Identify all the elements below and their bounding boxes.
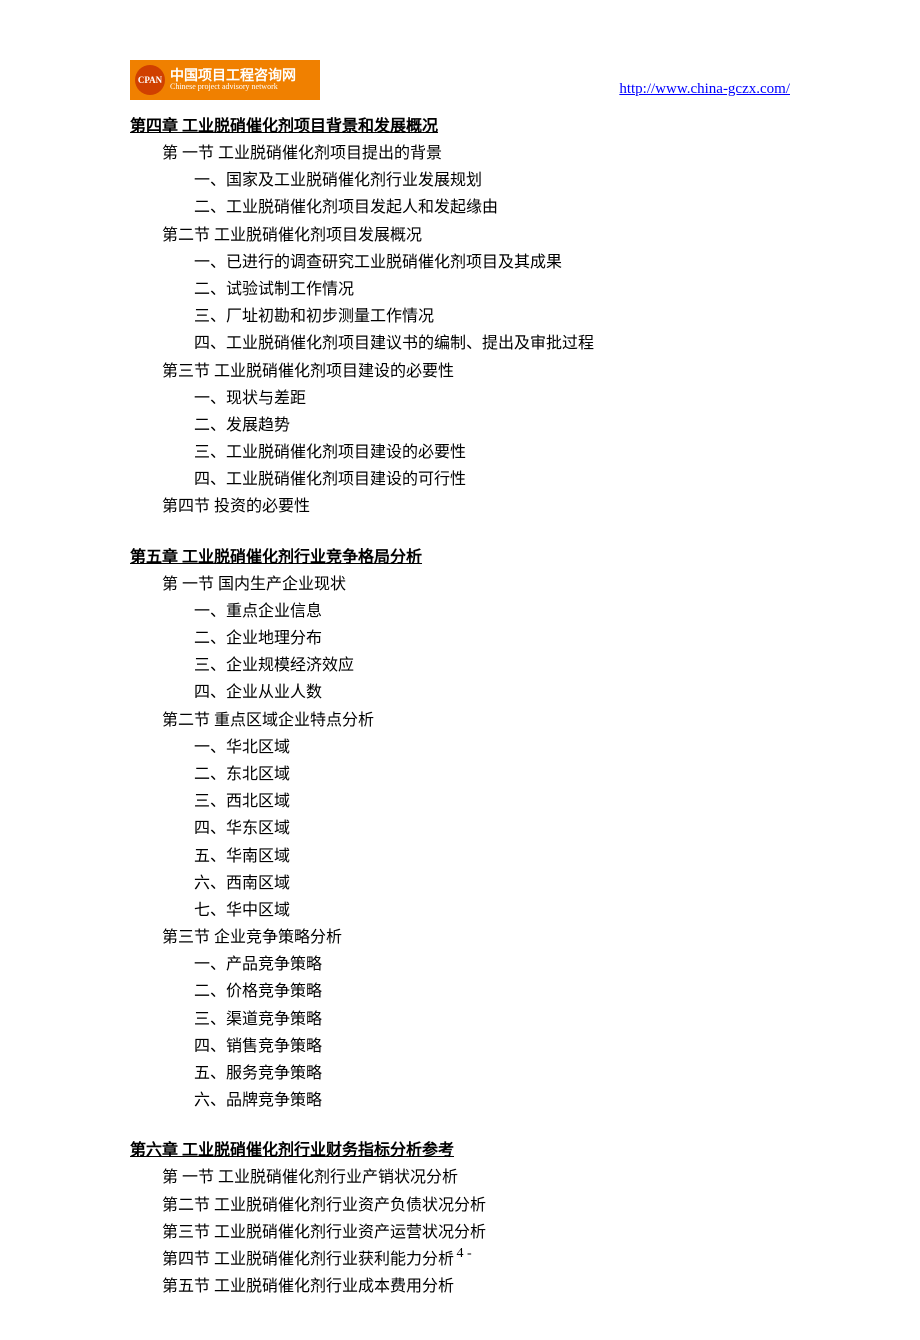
list-item: 二、工业脱硝催化剂项目发起人和发起缘由: [194, 194, 790, 221]
list-item: 六、西南区域: [194, 870, 790, 897]
section-title: 第五节 工业脱硝催化剂行业成本费用分析: [162, 1273, 790, 1300]
logo-text-chinese: 中国项目工程咨询网: [170, 68, 296, 83]
logo-badge-icon: CPAN: [135, 65, 165, 95]
logo-text-block: 中国项目工程咨询网 Chinese project advisory netwo…: [170, 68, 296, 92]
section-title: 第三节 工业脱硝催化剂行业资产运营状况分析: [162, 1219, 790, 1246]
list-item: 三、企业规模经济效应: [194, 652, 790, 679]
section-title: 第三节 企业竞争策略分析: [162, 924, 790, 951]
list-item: 二、企业地理分布: [194, 625, 790, 652]
chapter-title: 第六章 工业脱硝催化剂行业财务指标分析参考: [130, 1136, 790, 1160]
list-item: 一、已进行的调查研究工业脱硝催化剂项目及其成果: [194, 249, 790, 276]
logo-text-english: Chinese project advisory network: [170, 83, 296, 92]
list-item: 四、销售竞争策略: [194, 1033, 790, 1060]
list-item: 二、试验试制工作情况: [194, 276, 790, 303]
site-logo: CPAN 中国项目工程咨询网 Chinese project advisory …: [130, 60, 320, 100]
list-item: 六、品牌竞争策略: [194, 1087, 790, 1114]
page-header: CPAN 中国项目工程咨询网 Chinese project advisory …: [130, 60, 790, 100]
section-title: 第二节 重点区域企业特点分析: [162, 707, 790, 734]
section-title: 第四节 投资的必要性: [162, 493, 790, 520]
list-item: 二、发展趋势: [194, 412, 790, 439]
list-item: 四、工业脱硝催化剂项目建设的可行性: [194, 466, 790, 493]
section-title: 第 一节 工业脱硝催化剂项目提出的背景: [162, 140, 790, 167]
list-item: 一、重点企业信息: [194, 598, 790, 625]
list-item: 五、华南区域: [194, 843, 790, 870]
list-item: 一、产品竞争策略: [194, 951, 790, 978]
section-title: 第二节 工业脱硝催化剂项目发展概况: [162, 222, 790, 249]
list-item: 四、企业从业人数: [194, 679, 790, 706]
list-item: 二、价格竞争策略: [194, 978, 790, 1005]
header-url-link[interactable]: http://www.china-gczx.com/: [619, 81, 790, 100]
list-item: 一、国家及工业脱硝催化剂行业发展规划: [194, 167, 790, 194]
section-title: 第 一节 国内生产企业现状: [162, 571, 790, 598]
list-item: 一、现状与差距: [194, 385, 790, 412]
list-item: 三、工业脱硝催化剂项目建设的必要性: [194, 439, 790, 466]
document-content: 第四章 工业脱硝催化剂项目背景和发展概况 第 一节 工业脱硝催化剂项目提出的背景…: [130, 110, 790, 1300]
list-item: 一、华北区域: [194, 734, 790, 761]
list-item: 三、厂址初勘和初步测量工作情况: [194, 303, 790, 330]
chapter-title: 第五章 工业脱硝催化剂行业竞争格局分析: [130, 543, 790, 567]
list-item: 七、华中区域: [194, 897, 790, 924]
list-item: 三、渠道竞争策略: [194, 1006, 790, 1033]
list-item: 二、东北区域: [194, 761, 790, 788]
document-page: CPAN 中国项目工程咨询网 Chinese project advisory …: [0, 0, 920, 1340]
section-title: 第二节 工业脱硝催化剂行业资产负债状况分析: [162, 1192, 790, 1219]
list-item: 三、西北区域: [194, 788, 790, 815]
list-item: 五、服务竞争策略: [194, 1060, 790, 1087]
page-number: - 4 -: [0, 1246, 920, 1262]
list-item: 四、华东区域: [194, 815, 790, 842]
list-item: 四、工业脱硝催化剂项目建议书的编制、提出及审批过程: [194, 330, 790, 357]
section-title: 第 一节 工业脱硝催化剂行业产销状况分析: [162, 1164, 790, 1191]
chapter-title: 第四章 工业脱硝催化剂项目背景和发展概况: [130, 112, 790, 136]
section-title: 第三节 工业脱硝催化剂项目建设的必要性: [162, 358, 790, 385]
